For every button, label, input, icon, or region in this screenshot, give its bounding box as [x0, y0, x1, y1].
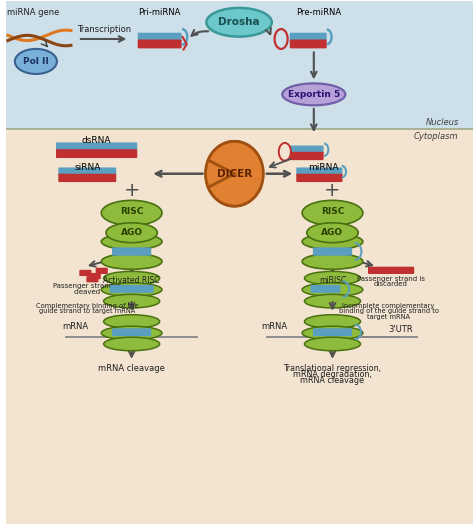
Text: dsRNA: dsRNA [82, 136, 111, 145]
Text: mRNA cleavage: mRNA cleavage [301, 376, 365, 385]
Text: AGO: AGO [321, 228, 344, 237]
Ellipse shape [302, 326, 363, 340]
Text: Passenger strand is: Passenger strand is [357, 276, 425, 281]
FancyBboxPatch shape [290, 33, 327, 41]
FancyBboxPatch shape [58, 174, 116, 182]
FancyBboxPatch shape [313, 247, 352, 256]
FancyBboxPatch shape [290, 145, 324, 154]
FancyBboxPatch shape [79, 270, 91, 276]
Text: AGO: AGO [120, 228, 143, 237]
Text: mRNA degradation,: mRNA degradation, [293, 370, 372, 379]
Ellipse shape [104, 271, 160, 285]
FancyBboxPatch shape [290, 39, 327, 48]
Text: cleaved: cleaved [74, 289, 101, 295]
Wedge shape [208, 141, 264, 206]
Text: mRNA cleavage: mRNA cleavage [98, 364, 165, 373]
Text: mRNA: mRNA [63, 322, 89, 331]
Ellipse shape [101, 254, 162, 269]
Text: miRNA gene: miRNA gene [8, 8, 60, 17]
Ellipse shape [15, 49, 57, 74]
Ellipse shape [283, 83, 346, 106]
Text: Transcription: Transcription [77, 25, 131, 34]
FancyBboxPatch shape [89, 273, 101, 279]
Text: RISC: RISC [321, 207, 344, 216]
Text: target mRNA: target mRNA [367, 313, 410, 320]
FancyBboxPatch shape [138, 33, 182, 41]
Ellipse shape [302, 283, 363, 297]
FancyBboxPatch shape [296, 174, 343, 182]
Text: +: + [123, 182, 140, 201]
FancyBboxPatch shape [56, 142, 137, 151]
Text: miRISC: miRISC [319, 276, 346, 285]
FancyBboxPatch shape [56, 149, 137, 158]
Text: Cytoplasm: Cytoplasm [414, 132, 459, 141]
Ellipse shape [307, 223, 358, 243]
FancyBboxPatch shape [310, 285, 340, 293]
Ellipse shape [304, 314, 361, 328]
Text: binding of the guide strand to: binding of the guide strand to [338, 309, 438, 314]
Bar [6, 2, 473, 129]
Text: siRNA: siRNA [74, 163, 100, 172]
Text: Pol II: Pol II [23, 57, 49, 66]
Text: mRNA: mRNA [261, 322, 287, 331]
Ellipse shape [302, 201, 363, 225]
FancyBboxPatch shape [112, 328, 151, 336]
Text: discarded: discarded [374, 281, 408, 287]
FancyBboxPatch shape [290, 152, 324, 160]
FancyBboxPatch shape [96, 268, 108, 274]
Ellipse shape [104, 337, 160, 351]
Text: Incomplete complementary: Incomplete complementary [342, 303, 435, 309]
Ellipse shape [302, 254, 363, 269]
Ellipse shape [101, 283, 162, 297]
Ellipse shape [106, 223, 157, 243]
FancyBboxPatch shape [296, 167, 343, 176]
Text: +: + [324, 182, 341, 201]
Text: Complementary binding of the: Complementary binding of the [36, 303, 138, 309]
FancyBboxPatch shape [109, 285, 154, 293]
Ellipse shape [304, 295, 361, 308]
Ellipse shape [101, 326, 162, 340]
FancyBboxPatch shape [112, 247, 151, 256]
Ellipse shape [101, 201, 162, 225]
Text: guide strand to target mRNA: guide strand to target mRNA [39, 309, 136, 314]
Text: RISC: RISC [120, 207, 143, 216]
Ellipse shape [206, 8, 272, 37]
FancyBboxPatch shape [86, 276, 99, 282]
FancyBboxPatch shape [368, 267, 414, 274]
FancyBboxPatch shape [313, 328, 352, 336]
Text: miRNA: miRNA [308, 163, 338, 172]
Text: Activated RISC: Activated RISC [103, 276, 160, 285]
FancyBboxPatch shape [58, 167, 116, 176]
Text: Pre-miRNA: Pre-miRNA [296, 8, 341, 17]
Ellipse shape [104, 295, 160, 308]
FancyBboxPatch shape [138, 39, 182, 48]
Ellipse shape [104, 314, 160, 328]
Text: Exportin 5: Exportin 5 [288, 90, 340, 99]
Text: Translational repression,: Translational repression, [283, 364, 382, 373]
Text: Pri-miRNA: Pri-miRNA [138, 8, 181, 17]
Text: Passenger strand is: Passenger strand is [53, 284, 121, 289]
Ellipse shape [101, 234, 162, 249]
Text: Nucleus: Nucleus [425, 118, 459, 127]
Text: DICER: DICER [217, 169, 252, 178]
Wedge shape [205, 141, 261, 206]
Ellipse shape [304, 271, 361, 285]
Text: 3'UTR: 3'UTR [388, 325, 412, 334]
Bar [6, 129, 473, 523]
Text: Drosha: Drosha [218, 17, 260, 27]
Ellipse shape [304, 337, 361, 351]
Ellipse shape [302, 234, 363, 249]
